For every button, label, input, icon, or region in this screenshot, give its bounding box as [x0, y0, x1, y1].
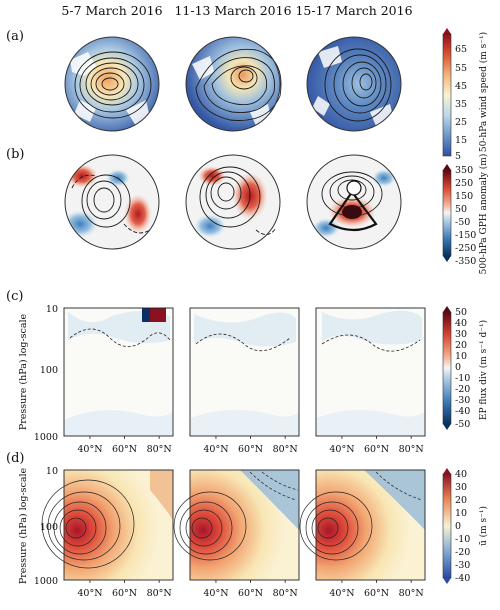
cb-d-label: ū (m s⁻¹): [478, 506, 489, 546]
x-tick-label: 80°N: [273, 588, 298, 599]
section-c-1: [63, 307, 174, 437]
cb-b-tick-m350: -350: [455, 256, 476, 267]
cb-d-tick-40: 40: [455, 469, 467, 480]
x-tick-label: 80°N: [147, 444, 172, 455]
cb-a-tick-15: 15: [455, 135, 467, 146]
cb-c-tick-0: 0: [455, 362, 461, 373]
map-a-3: [306, 36, 402, 132]
cb-d-tick-0: 0: [455, 521, 461, 532]
x-tick-label: 60°N: [364, 444, 389, 455]
x-tick-label: 80°N: [399, 588, 424, 599]
cb-c-tick-20: 20: [455, 340, 467, 351]
section-d-1: [41, 469, 174, 581]
x-tick-label: 40°N: [203, 588, 228, 599]
column-title-3: 15-17 March 2016: [295, 3, 412, 18]
c-ytick-1000: 1000: [34, 432, 58, 443]
x-tick-label: 60°N: [238, 444, 263, 455]
cb-b-tick-m50: -50: [455, 217, 470, 228]
d-ytick-100: 100: [40, 522, 58, 533]
x-tick-label: 80°N: [147, 588, 172, 599]
cb-a-tick-25: 25: [455, 117, 467, 128]
section-c-2: [189, 307, 300, 437]
cb-a-label: 50-hPa wind speed (m s⁻¹): [478, 32, 489, 152]
x-tick-label: 60°N: [364, 588, 389, 599]
cb-d-tick-m30: -30: [455, 560, 470, 571]
cb-a-tick-5: 5: [455, 151, 461, 162]
cb-c-tick-10: 10: [455, 351, 467, 362]
cb-c-tick-m10: -10: [455, 373, 470, 384]
map-b-1: [64, 154, 160, 250]
cb-d-tick-m10: -10: [455, 534, 470, 545]
section-d-3: [299, 469, 426, 581]
map-a-1: [64, 36, 160, 132]
cb-d-tick-30: 30: [455, 482, 467, 493]
cb-d-tick-20: 20: [455, 495, 467, 506]
cb-b-tick-m250: -250: [455, 243, 476, 254]
panel-label-c: (c): [6, 289, 23, 304]
x-tick-label: 80°N: [399, 444, 424, 455]
c-ylabel: Pressure (hPa) log-scale: [18, 313, 29, 430]
x-tick-label: 80°N: [273, 444, 298, 455]
section-c-3: [315, 307, 426, 437]
map-a-2: [185, 36, 282, 132]
colorbar-d: 40 30 20 10 0 -10 -20 -30 -40 ū (m s⁻¹): [442, 468, 489, 584]
x-tick-label: 40°N: [203, 444, 228, 455]
d-ylabel: Pressure (hPa) log-scale: [18, 467, 29, 584]
x-tick-label: 40°N: [329, 444, 354, 455]
cb-b-tick-150: 150: [455, 191, 473, 202]
panel-label-b: (b): [6, 147, 24, 162]
cb-a-tick-35: 35: [455, 99, 467, 110]
cb-c-tick-40: 40: [455, 318, 467, 329]
colorbar-c: 50 40 30 20 10 0 -10 -20 -30 -40 -50 EP …: [442, 306, 489, 430]
cb-a-tick-65: 65: [455, 44, 467, 55]
cb-a-tick-55: 55: [455, 63, 467, 74]
panel-c: 10 100 1000 Pressure (hPa) log-scale: [18, 304, 426, 443]
cb-b-tick-250: 250: [455, 178, 473, 189]
cb-c-tick-m30: -30: [455, 395, 470, 406]
x-tick-labels: 40°N 60°N 80°N 40°N 60°N 80°N 40°N 60°N 80°N 40°N…: [77, 436, 424, 599]
x-tick-label: 40°N: [77, 588, 102, 599]
cb-c-tick-30: 30: [455, 329, 467, 340]
panel-label-a: (a): [6, 29, 24, 44]
d-ytick-1000: 1000: [34, 576, 58, 587]
x-tick-label: 60°N: [112, 588, 137, 599]
cb-c-tick-m40: -40: [455, 406, 470, 417]
panel-d: 10 100 1000 Pressure (hPa) log-scale: [18, 466, 426, 587]
cb-b-tick-50: 50: [455, 204, 467, 215]
map-b-2: [185, 154, 281, 250]
cb-d-tick-m40: -40: [455, 573, 470, 584]
cb-d-tick-10: 10: [455, 508, 467, 519]
cb-c-tick-m50: -50: [455, 419, 470, 430]
cb-a-tick-45: 45: [455, 81, 467, 92]
c-ytick-10: 10: [46, 304, 58, 315]
cb-b-label: 500-hPa GPH anomaly (m): [478, 154, 489, 275]
x-tick-label: 40°N: [329, 588, 354, 599]
colorbar-b: 350 250 150 50 -50 -150 -250 -350 500-hP…: [442, 154, 489, 275]
d-ytick-10: 10: [46, 466, 58, 477]
cb-d-tick-m20: -20: [455, 547, 470, 558]
cb-b-tick-m150: -150: [455, 230, 476, 241]
column-title-2: 11-13 March 2016: [174, 3, 291, 18]
colorbar-a: 65 55 45 35 25 15 5 50-hPa wind speed (m…: [442, 28, 489, 162]
map-b-3: [306, 154, 402, 250]
x-tick-label: 60°N: [112, 444, 137, 455]
cb-c-label: EP flux div (m s⁻¹ d⁻¹): [478, 320, 489, 420]
cb-b-tick-350: 350: [455, 165, 473, 176]
x-tick-label: 40°N: [77, 444, 102, 455]
cb-c-tick-50: 50: [455, 307, 467, 318]
section-d-2: [173, 469, 300, 581]
cb-c-tick-m20: -20: [455, 384, 470, 395]
c-ytick-100: 100: [40, 365, 58, 376]
x-tick-label: 60°N: [238, 588, 263, 599]
column-title-1: 5-7 March 2016: [61, 3, 162, 18]
panel-label-d: (d): [6, 451, 24, 466]
